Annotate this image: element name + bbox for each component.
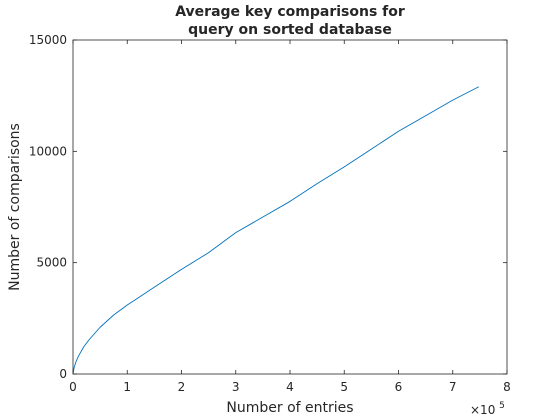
x-tick-label: 6 [395,380,403,394]
y-tick-label: 15000 [29,33,67,47]
x-tick-label: 5 [340,380,348,394]
chart-title-line-1: Average key comparisons for [175,4,405,20]
plot-area [73,40,507,374]
series-layer [72,86,479,375]
chart-title-line-2: query on sorted database [188,22,392,38]
x-tick-label: 7 [449,380,457,394]
series-line-0 [72,86,479,375]
x-tick-label: 2 [178,380,186,394]
x-tick-label: 4 [286,380,294,394]
y-tick-label: 10000 [29,144,67,158]
x-tick-label: 8 [503,380,511,394]
tick-labels: 0 1 2 3 4 5 6 7 8 0 5000 10000 15000 [29,33,511,394]
x-axis-multiplier: ×10 5 [470,401,505,417]
y-tick-label: 5000 [36,256,67,270]
x-axis-label: Number of entries [226,400,353,416]
y-axis-label: Number of comparisons [7,123,23,291]
x-axis-multiplier-base: ×10 [470,403,495,417]
x-tick-label: 3 [232,380,240,394]
axes-box [72,39,508,375]
x-axis-multiplier-exponent: 5 [499,401,505,411]
x-tick-label: 0 [69,380,77,394]
y-tick-label: 0 [59,367,67,381]
x-tick-label: 1 [123,380,131,394]
